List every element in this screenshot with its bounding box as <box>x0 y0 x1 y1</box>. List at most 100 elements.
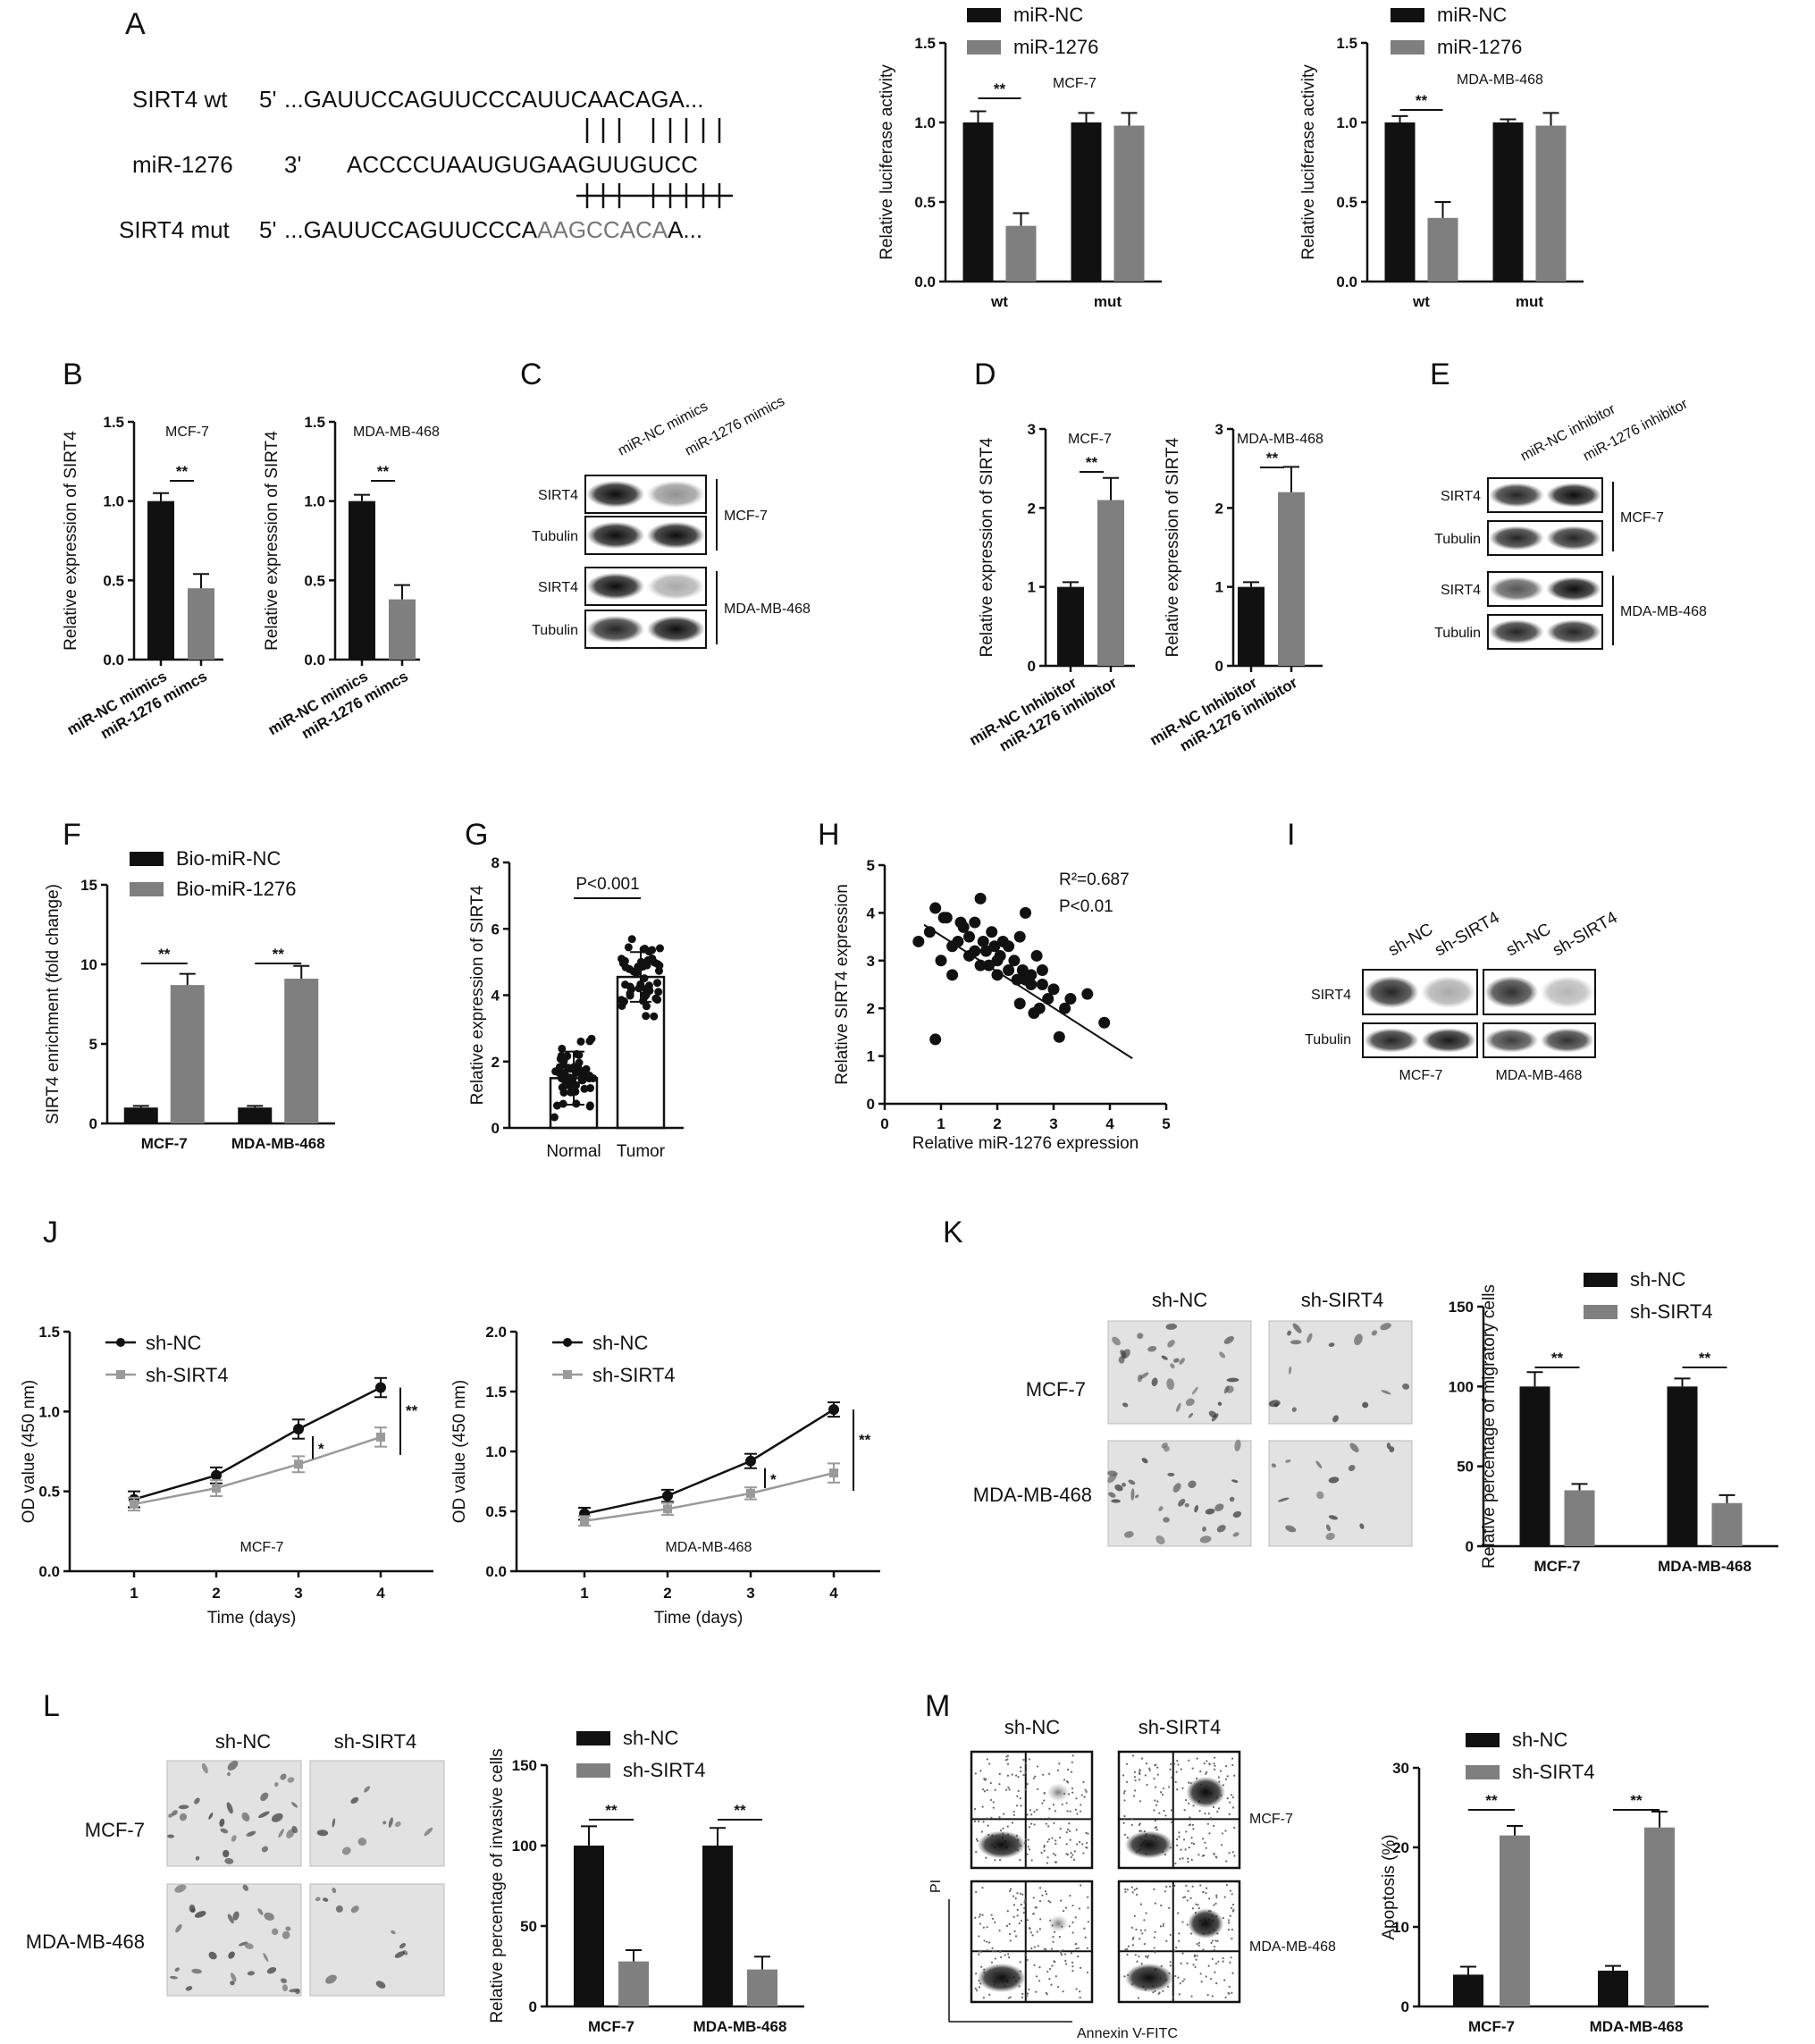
x-axis-label: Relative miR-1276 expression <box>912 1134 1139 1153</box>
cell-blob <box>238 1941 248 1947</box>
event-dot <box>1176 1760 1179 1762</box>
y-tick-label: 0.5 <box>304 572 325 589</box>
blot-band <box>1546 526 1601 551</box>
y-tick-label: 1.5 <box>914 35 936 52</box>
event-dot <box>1175 1771 1178 1773</box>
cell-blob <box>1354 1333 1363 1346</box>
event-dot <box>1212 1824 1215 1828</box>
event-dot <box>1051 1837 1054 1839</box>
legend-label: sh-NC <box>146 1332 201 1354</box>
event-dot <box>1203 1762 1206 1765</box>
event-dot <box>973 1820 977 1823</box>
event-dot <box>981 1805 984 1808</box>
event-dot <box>1006 1754 1009 1757</box>
event-dot <box>1074 1916 1077 1919</box>
event-dot <box>1178 1831 1181 1834</box>
x-tick-label: mut <box>1516 293 1544 310</box>
event-dot <box>1059 1951 1063 1954</box>
event-dot <box>1073 1850 1076 1853</box>
x-tick-label: Tumor <box>617 1142 666 1161</box>
cell-blob <box>185 1986 193 1991</box>
event-dot <box>1024 1788 1027 1791</box>
series-line <box>584 1471 835 1522</box>
event-dot <box>978 1949 980 1952</box>
event-dot <box>987 1948 989 1952</box>
cell-blob <box>1108 1492 1116 1498</box>
cell-blob <box>341 1846 351 1855</box>
event-dot <box>1014 1935 1018 1938</box>
event-dot <box>1153 1936 1155 1939</box>
event-dot <box>1027 1838 1029 1841</box>
event-dot <box>1213 1948 1215 1951</box>
event-dot <box>1213 1762 1215 1765</box>
cell-blob <box>1402 1383 1410 1390</box>
y-tick-label: 8 <box>492 854 500 871</box>
event-dot <box>1030 1947 1033 1950</box>
data-point <box>1020 973 1031 986</box>
event-dot <box>1192 1964 1195 1966</box>
cell-blob <box>287 1777 295 1783</box>
y-tick-label: 0 <box>1401 1998 1409 2015</box>
event-dot <box>1038 1928 1041 1930</box>
x-tick-label: 1 <box>130 1585 138 1602</box>
cell-blob <box>1290 1340 1302 1345</box>
y-axis-label: Relative expression of SIRT4 <box>62 431 80 651</box>
event-dot <box>990 1914 993 1916</box>
y-tick-label: 100 <box>512 1838 537 1855</box>
event-dot <box>1225 1883 1228 1887</box>
event-dot <box>1016 1795 1019 1797</box>
bar <box>123 1107 158 1123</box>
event-dot <box>1197 1854 1200 1856</box>
legend-label: Bio-miR-NC <box>176 847 281 870</box>
cell-blob <box>375 1981 386 1989</box>
cell-blob <box>171 1810 178 1816</box>
cell-blob <box>1348 1465 1356 1472</box>
event-dot <box>1188 1846 1190 1849</box>
y-axis-label: OD value (450 nm) <box>450 1380 469 1524</box>
event-dot <box>1174 1862 1177 1865</box>
data-point <box>912 935 925 947</box>
event-dot <box>1190 1858 1193 1862</box>
legend-swatch <box>1584 1305 1618 1319</box>
y-tick-label: 6 <box>492 921 500 938</box>
cell-blob <box>1234 1439 1241 1451</box>
event-dot <box>1191 1767 1194 1770</box>
event-dot <box>1036 1808 1038 1811</box>
bar <box>747 1969 777 2006</box>
data-point <box>1020 906 1031 919</box>
event-dot <box>1009 1888 1013 1890</box>
event-dot <box>1139 1903 1142 1905</box>
event-dot <box>1019 1961 1021 1964</box>
event-dot <box>1173 1949 1176 1952</box>
event-dot <box>1222 1956 1224 1960</box>
event-dot <box>1043 1846 1046 1848</box>
event-dot <box>1162 1787 1165 1790</box>
y-tick-label: 0.0 <box>103 652 124 669</box>
y-tick-label: 0 <box>1466 1538 1474 1555</box>
event-dot <box>1046 1862 1049 1864</box>
chart-annotation: MDA-MB-468 <box>1237 432 1323 447</box>
event-dot <box>1054 1810 1056 1813</box>
cell-blob <box>1217 1401 1223 1406</box>
y-tick-label: 0 <box>89 1115 97 1132</box>
event-dot <box>986 1788 988 1792</box>
data-point <box>642 1012 651 1021</box>
event-dot <box>1168 1906 1171 1909</box>
event-dot <box>986 1940 988 1943</box>
event-dot <box>1133 1888 1136 1891</box>
event-dot <box>1231 1938 1233 1940</box>
event-dot <box>1006 1774 1009 1777</box>
event-dot <box>1154 1820 1157 1822</box>
blot-band <box>1364 976 1419 1008</box>
cell-blob <box>1223 1385 1230 1394</box>
mut-label: SIRT4 mut <box>119 216 231 243</box>
cell-blob <box>1389 1446 1395 1452</box>
event-dot <box>1005 1924 1009 1927</box>
legend-swatch <box>130 882 164 896</box>
data-point <box>580 1084 589 1093</box>
cell-blob <box>194 1911 206 1918</box>
event-dot <box>1170 1762 1172 1765</box>
data-point <box>1064 993 1077 1005</box>
y-tick-label: 1.5 <box>103 414 124 431</box>
event-dot <box>1197 1944 1200 1947</box>
